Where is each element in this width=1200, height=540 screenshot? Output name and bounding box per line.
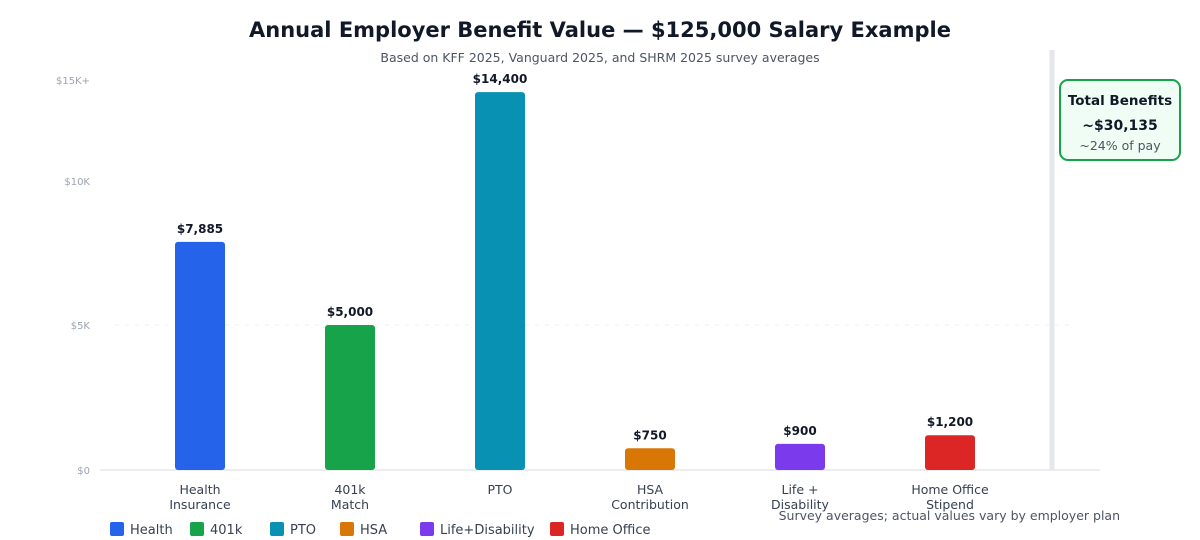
legend-swatch	[190, 522, 204, 536]
y-tick-label: $15K+	[56, 76, 90, 87]
chart-subtitle: Based on KFF 2025, Vanguard 2025, and SH…	[380, 50, 819, 65]
legend-label: HSA	[360, 523, 387, 538]
legend-label: Home Office	[570, 523, 650, 538]
chart-title: Annual Employer Benefit Value — $125,000…	[249, 18, 951, 42]
x-tick-label: PTO	[487, 482, 512, 497]
legend-swatch	[110, 522, 124, 536]
legend-swatch	[550, 522, 564, 536]
x-tick-label: HSA Contribution	[611, 482, 689, 512]
data-label: $750	[633, 428, 666, 442]
total-benefits-value: ~$30,135	[1082, 118, 1158, 134]
bar	[475, 92, 525, 471]
bar	[325, 325, 375, 470]
x-tick-label: Life + Disability	[771, 482, 830, 512]
data-label: $7,885	[177, 222, 223, 236]
bar	[175, 241, 225, 470]
legend-label: Health	[130, 523, 173, 538]
data-label: $1,200	[927, 415, 973, 429]
x-axis-ticks: Health Insurance 401k Match PTO HSA Contributi…	[169, 482, 989, 512]
y-tick-label: $0	[77, 466, 90, 477]
footnote: Survey averages; actual values vary by e…	[779, 508, 1120, 523]
data-label: $900	[783, 424, 816, 438]
legend-swatch	[420, 522, 434, 536]
data-label: $5,000	[327, 305, 373, 319]
legend-swatch	[270, 522, 284, 536]
bar	[775, 443, 825, 470]
total-benefits-title: Total Benefits	[1068, 93, 1172, 109]
legend-label: 401k	[210, 523, 243, 538]
y-tick-label: $10K	[64, 177, 90, 188]
total-benefits-frame	[1059, 79, 1181, 161]
total-benefits-percent: ~24% of pay	[1079, 138, 1161, 153]
legend: Health 401k PTO HSA Life+Disability Home Offi…	[110, 522, 650, 538]
total-benefits-box: Total Benefits ~$30,135 ~24% of pay	[1059, 79, 1181, 161]
y-tick-label: $5K	[71, 321, 91, 332]
x-tick-label: Home Office Stipend	[911, 482, 989, 512]
legend-label: Life+Disability	[440, 523, 535, 538]
x-tick-label: 401k Match	[331, 482, 369, 512]
bar	[625, 448, 675, 470]
x-tick-label: Health Insurance	[169, 482, 231, 512]
bar	[925, 435, 975, 470]
legend-label: PTO	[290, 523, 316, 538]
data-label: $14,400	[473, 72, 528, 86]
legend-swatch	[340, 522, 354, 536]
y-axis-ticks: $0 $5K $10K $15K+	[56, 76, 90, 477]
bar-layer: $7,885 $5,000 $14,400 $750 $900 $1,200	[175, 72, 975, 471]
